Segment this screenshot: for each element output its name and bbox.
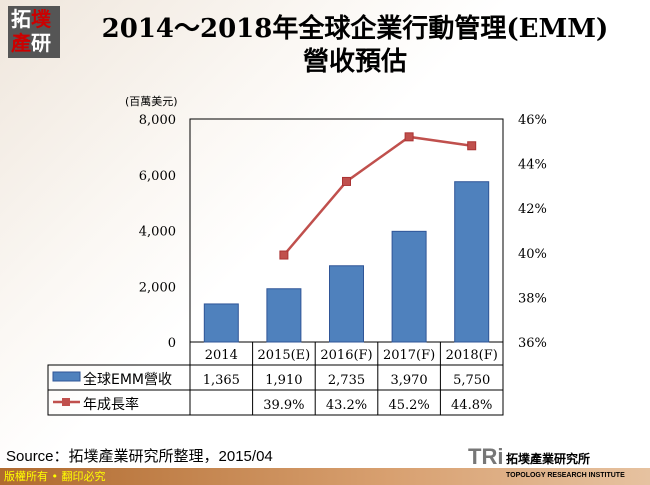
growth-point (279, 250, 289, 260)
category-label: 2016(F) (320, 348, 372, 363)
source-note: Source：拓墣產業研究所整理，2015/04 (6, 448, 273, 465)
right-tick-label: 36% (518, 336, 547, 351)
category-label: 2017(F) (383, 348, 435, 363)
chart-title: 2014～2018年全球企業行動管理(EMM) (101, 14, 609, 44)
line-data-label: 45.2% (388, 398, 429, 413)
legend-line-marker (62, 398, 70, 406)
right-tick-label: 42% (518, 202, 547, 217)
line-data-label: 44.8% (451, 398, 492, 413)
left-tick-label: 6,000 (139, 169, 176, 184)
left-tick-label: 2,000 (139, 280, 176, 295)
bar (454, 181, 490, 343)
growth-line (282, 135, 472, 256)
growth-point (467, 141, 477, 151)
bar-data-label: 3,970 (390, 373, 427, 388)
category-label: 2015(E) (258, 348, 311, 363)
bar-data-label: 5,750 (453, 373, 490, 388)
bar (203, 303, 239, 343)
brand-mark: TRi (468, 444, 504, 469)
bar-data-label: 1,910 (265, 373, 302, 388)
right-tick-label: 46% (518, 113, 547, 128)
legend-line-label: 年成長率 (83, 396, 139, 413)
growth-point (404, 132, 414, 142)
brand-name: 拓墣產業研究所 (506, 452, 591, 466)
growth-point (342, 176, 351, 186)
right-tick-label: 38% (518, 291, 547, 306)
bar (329, 265, 364, 343)
legend-bar-swatch (52, 371, 81, 382)
right-tick-label: 44% (518, 158, 547, 173)
category-label: 2014 (205, 348, 238, 363)
bar-data-label: 2,735 (328, 373, 365, 388)
legend-bar-label: 全球EMM營收 (83, 371, 172, 388)
footer-copyright: 版權所有 • 翻印必究 (0, 468, 650, 485)
bar (391, 230, 427, 343)
left-tick-label: 4,000 (139, 225, 176, 240)
line-data-label: 43.2% (326, 398, 367, 413)
bar (266, 288, 302, 343)
bar-data-label: 1,365 (203, 373, 240, 388)
line-data-label: 39.9% (263, 398, 304, 413)
logo: 拓墣 產研 (8, 6, 60, 58)
category-label: 2018(F) (446, 348, 498, 363)
left-tick-label: 0 (168, 336, 176, 351)
y-unit-label: (百萬美元) (125, 95, 178, 108)
chart-subtitle: 營收預估 (302, 47, 407, 77)
brand-sub: TOPOLOGY RESEARCH INSTITUTE (506, 472, 625, 479)
left-tick-label: 8,000 (139, 113, 176, 128)
right-tick-label: 40% (518, 247, 547, 262)
